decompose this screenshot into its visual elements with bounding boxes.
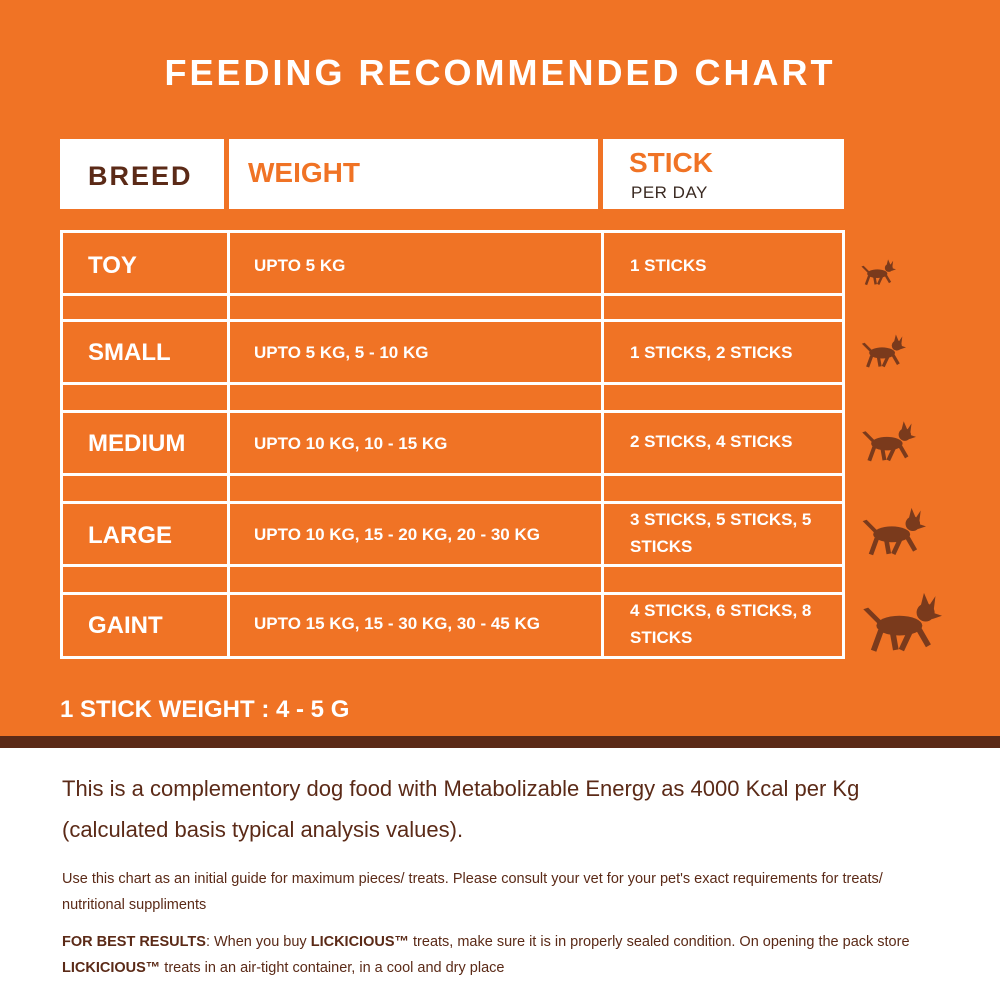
sticks-cell: 1 STICKS: [630, 256, 707, 275]
header-per-day-label: PER DAY: [631, 183, 708, 202]
brand-name: LICKICIOUS™: [310, 934, 409, 950]
chart-title: FEEDING RECOMMENDED CHART: [164, 52, 836, 93]
energy-description: This is a complementory dog food with Me…: [62, 776, 860, 842]
grid-line: [601, 230, 604, 659]
grid-line: [842, 230, 845, 659]
header-stick-label: STICK: [629, 147, 713, 178]
weight-cell: UPTO 10 KG, 15 - 20 KG, 20 - 30 KG: [254, 525, 540, 544]
weight-cell: UPTO 5 KG: [254, 256, 346, 275]
header-breed-label: BREED: [88, 161, 193, 191]
grid-line: [60, 293, 845, 296]
header-breed-cell: BREED: [60, 139, 224, 209]
grid-line: [60, 656, 845, 659]
grid-line: [60, 319, 845, 322]
sticks-cell: 4 STICKS, 6 STICKS, 8 STICKS: [630, 601, 812, 647]
sticks-cell: 1 STICKS, 2 STICKS: [630, 343, 793, 362]
divider-band: [0, 736, 1000, 748]
best-results-text-3: treats in an air-tight container, in a c…: [160, 960, 505, 976]
brand-name: LICKICIOUS™: [62, 960, 161, 976]
grid-line: [60, 564, 845, 567]
weight-cell: UPTO 5 KG, 5 - 10 KG: [254, 343, 429, 362]
stick-weight-note: 1 STICK WEIGHT : 4 - 5 G: [60, 696, 350, 723]
best-results-label: FOR BEST RESULTS: [62, 934, 206, 950]
grid-line: [60, 473, 845, 476]
breed-cell: GAINT: [88, 612, 163, 639]
dog-icon-toy: [861, 259, 896, 286]
grid-line: [60, 410, 845, 413]
best-results-text-1: : When you buy: [205, 934, 311, 950]
header-weight-label: WEIGHT: [248, 157, 360, 188]
breed-cell: MEDIUM: [88, 430, 186, 457]
grid-line: [60, 382, 845, 385]
grid-line: [60, 592, 845, 595]
breed-cell: LARGE: [88, 522, 172, 549]
best-results-text-2: treats, make sure it is in properly seal…: [409, 934, 910, 950]
dog-icon-giant: [863, 592, 942, 652]
header-weight-cell: WEIGHT: [229, 139, 598, 209]
dog-icon-large: [862, 507, 926, 556]
grid-line: [60, 230, 63, 659]
guide-note: Use this chart as an initial guide for m…: [62, 871, 883, 913]
header-stick-cell: STICK PER DAY: [603, 139, 844, 209]
dog-icon-small: [861, 334, 906, 368]
orange-chart-panel: [0, 0, 1000, 736]
weight-cell: UPTO 10 KG, 10 - 15 KG: [254, 434, 448, 453]
breed-cell: SMALL: [88, 339, 171, 366]
grid-line: [60, 230, 845, 233]
best-results-note: FOR BEST RESULTS: When you buy LICKICIOU…: [62, 929, 962, 981]
sticks-cell: 2 STICKS, 4 STICKS: [630, 432, 793, 451]
breed-cell: TOY: [88, 252, 137, 279]
grid-line: [227, 230, 230, 659]
weight-cell: UPTO 15 KG, 15 - 30 KG, 30 - 45 KG: [254, 614, 540, 633]
grid-line: [60, 501, 845, 504]
dog-icon-medium: [862, 421, 916, 462]
sticks-cell: 3 STICKS, 5 STICKS, 5 STICKS: [630, 510, 812, 556]
